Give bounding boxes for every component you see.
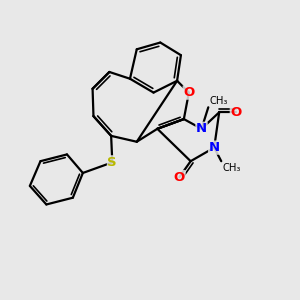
Text: O: O bbox=[174, 171, 185, 184]
Text: S: S bbox=[107, 156, 117, 169]
Text: O: O bbox=[230, 106, 242, 119]
Text: O: O bbox=[183, 86, 194, 99]
Text: N: N bbox=[196, 122, 207, 135]
Text: CH₃: CH₃ bbox=[223, 163, 241, 173]
Text: CH₃: CH₃ bbox=[210, 96, 228, 106]
Text: N: N bbox=[208, 141, 220, 154]
